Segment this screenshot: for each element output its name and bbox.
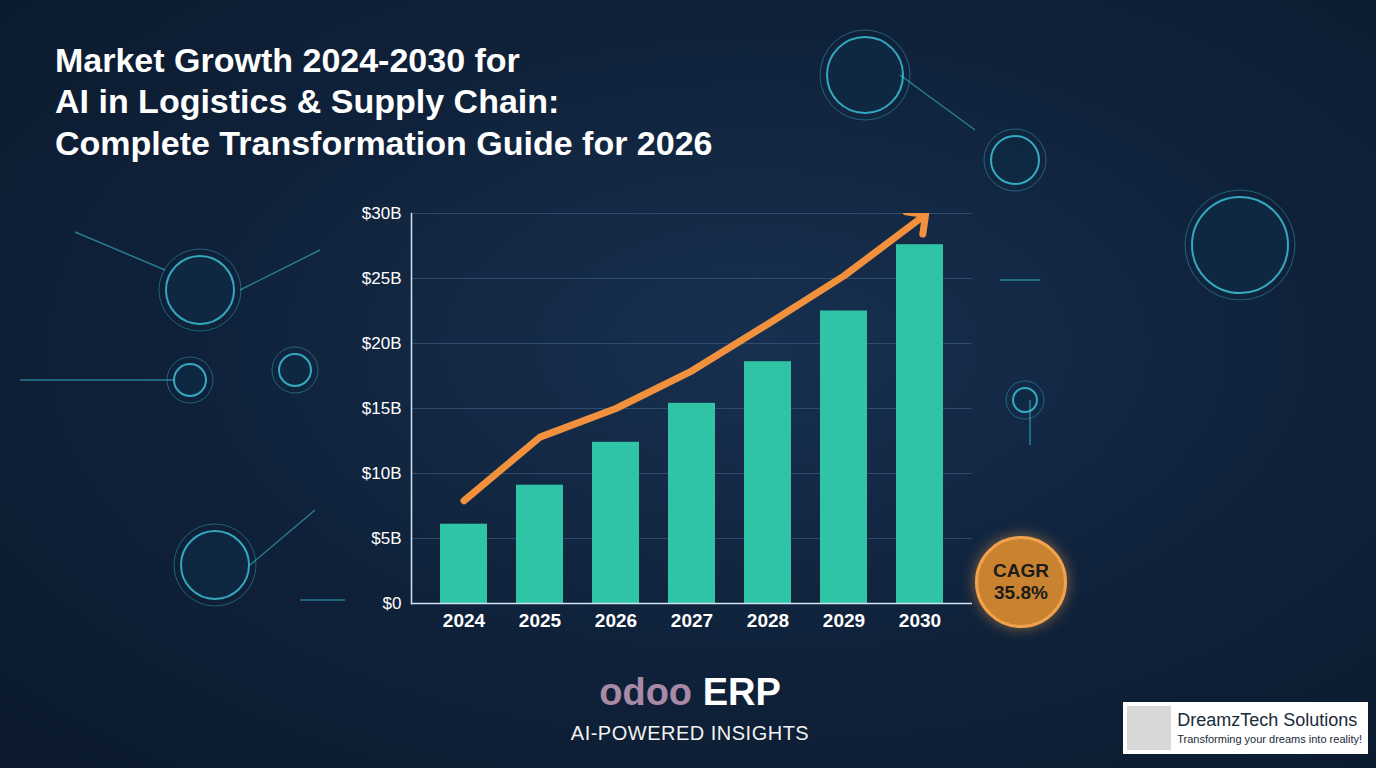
html-text:AI-POWERED INSIGHTS: AI-POWERED INSIGHTS [570,721,810,744]
svg-text:$0: $0 [383,594,402,613]
svg-text:$25B: $25B [362,269,402,288]
svg-text:2025: 2025 [519,610,562,631]
svg-text:$30B: $30B [362,204,402,223]
svg-text:2027: 2027 [671,610,713,631]
html-text:CAGR 35.8%: CAGR 35.8% [993,560,1049,603]
svg-text:$20B: $20B [362,334,402,353]
svg-text:$5B: $5B [371,529,401,548]
html-text:odoo ERP: odoo ERP [599,671,781,713]
svg-text:$15B: $15B [362,399,402,418]
svg-text:2028: 2028 [747,610,789,631]
html-text:Transforming your dreams into: Transforming your dreams into reality! [1177,732,1362,745]
svg-text:$10B: $10B [362,464,402,483]
svg-text:2026: 2026 [595,610,637,631]
svg-text:2024: 2024 [443,610,486,631]
svg-text:2030: 2030 [899,610,941,631]
html-text:DreamzTech Solutions: DreamzTech Solutions [1177,710,1358,730]
svg-text:2029: 2029 [823,610,865,631]
html-text:Market Growth 2024-2030 for AI: Market Growth 2024-2030 for AI in Logist… [55,41,713,162]
